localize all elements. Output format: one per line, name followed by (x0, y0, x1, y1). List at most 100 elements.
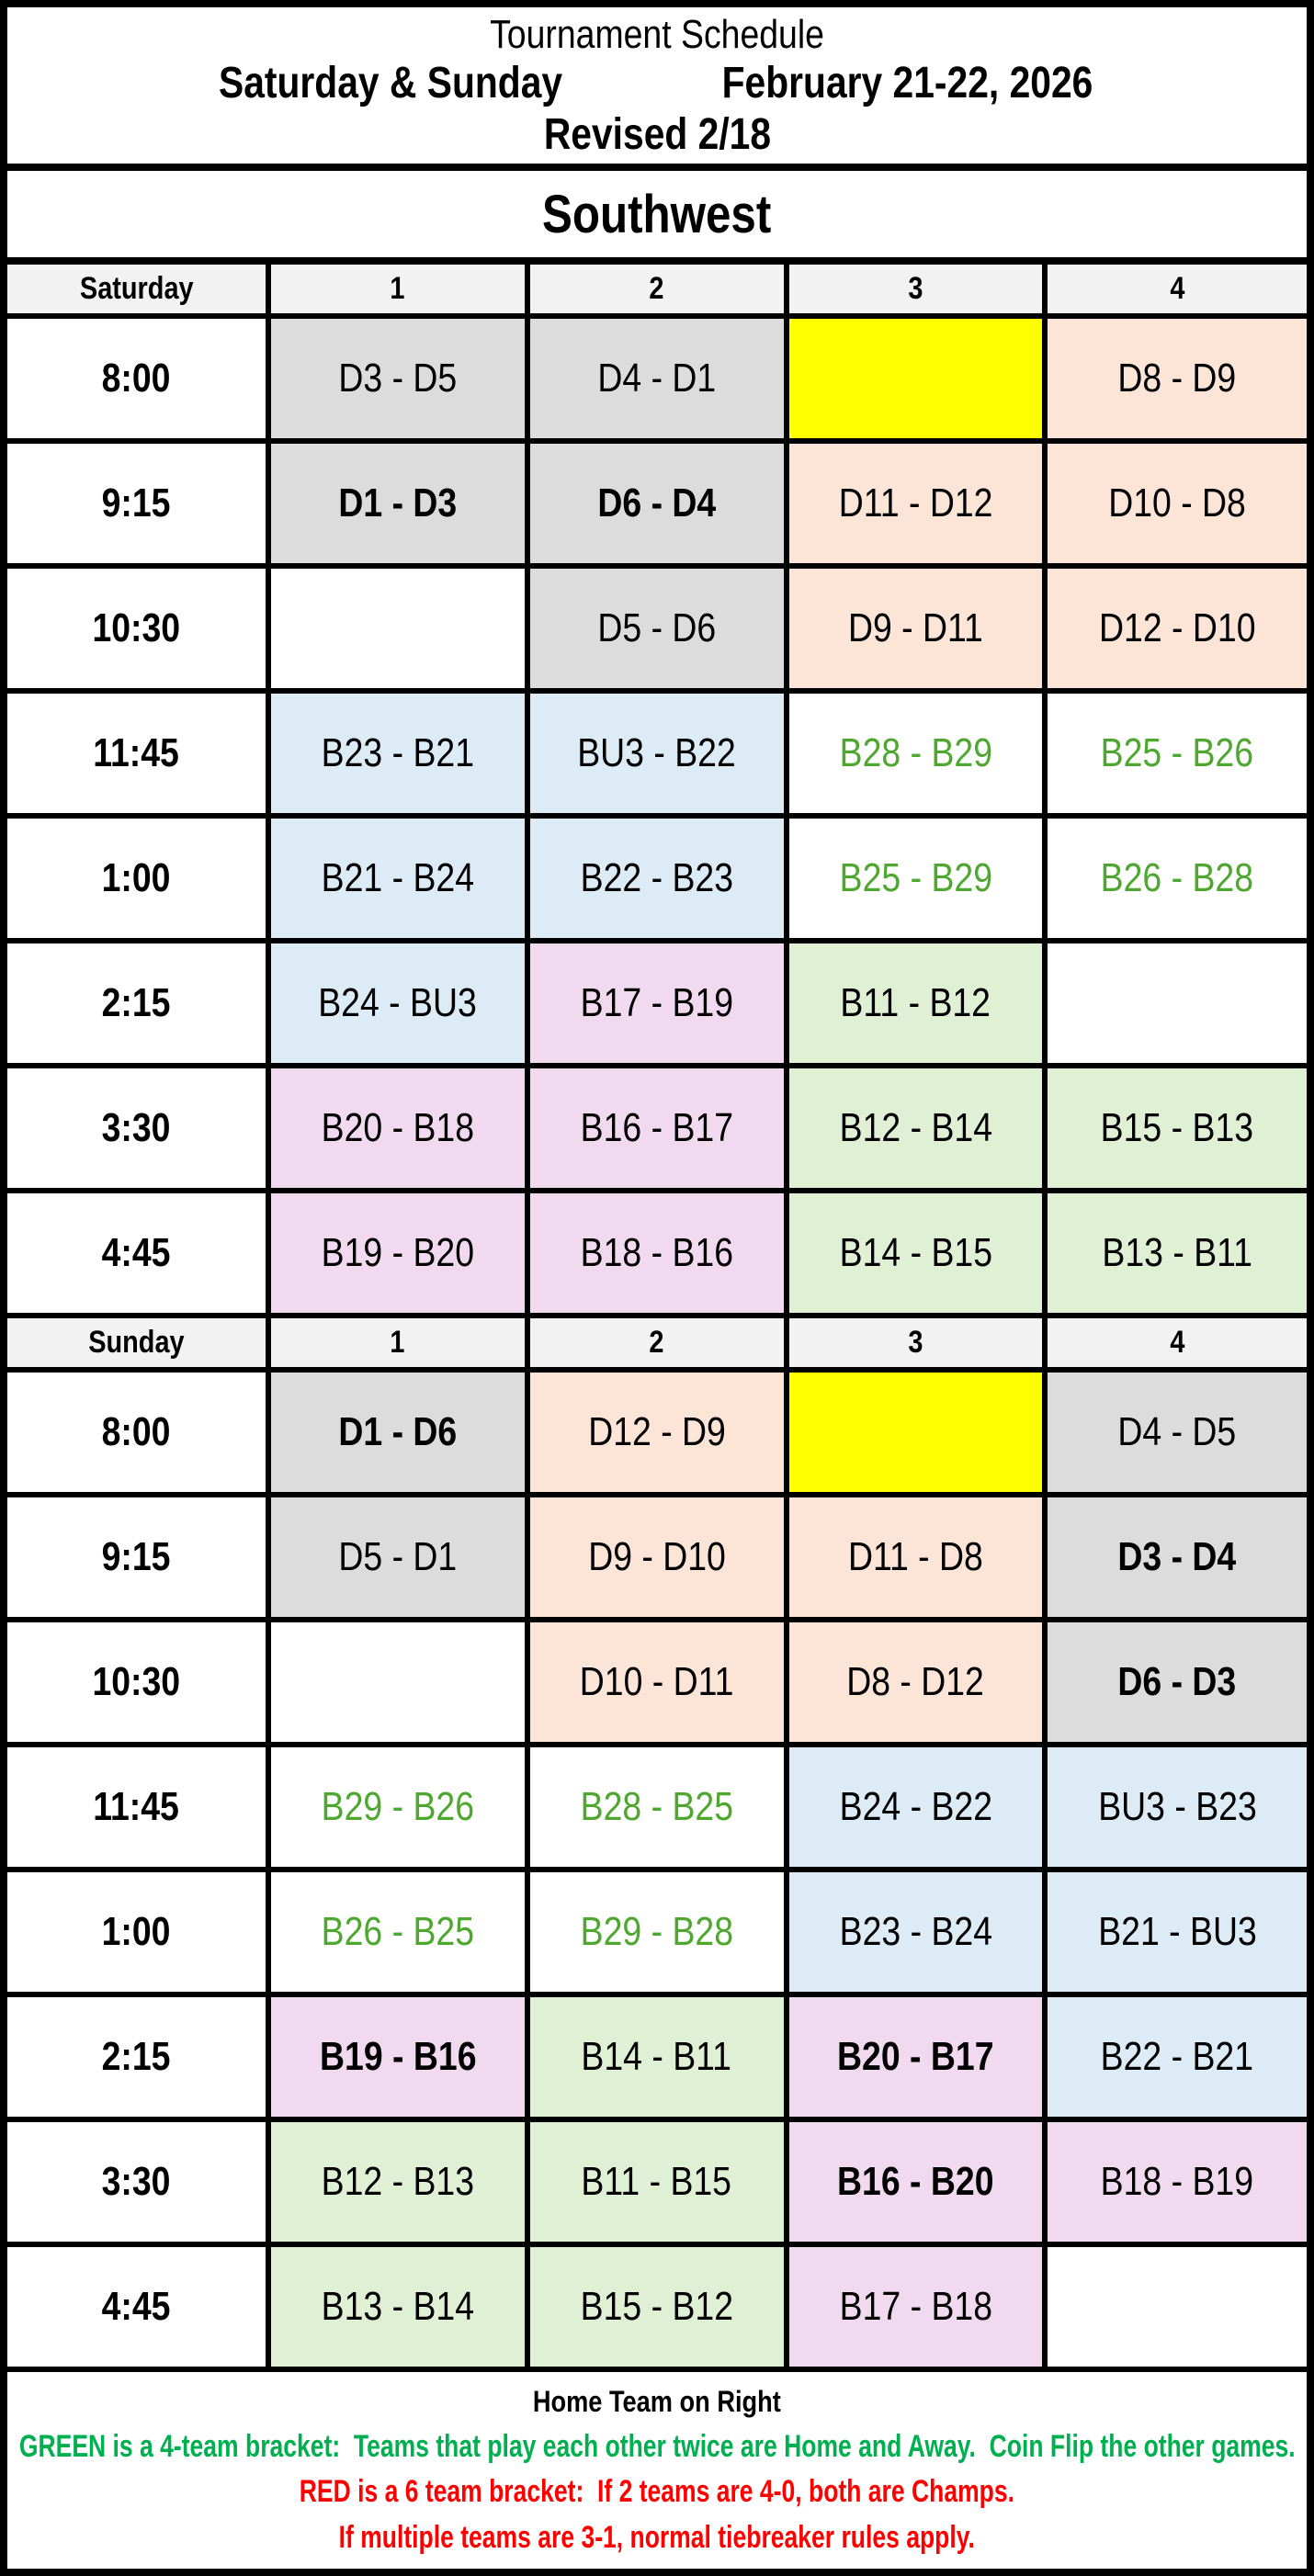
time-label-label: 2:15 (102, 980, 171, 1025)
schedule-row: 11:45 B23 - B21 BU3 - B22 B28 - B29 B25 - B2… (7, 694, 1307, 819)
schedule-cell-label: B29 - B28 (580, 1909, 733, 1954)
schedule-row: 9:15 D1 - D3 D6 - D4 D11 - D12 D10 - D8 (7, 444, 1307, 569)
schedule-cell-label: D11 - D12 (838, 480, 993, 525)
court-number: 3 (789, 265, 1048, 313)
schedule-cell (271, 569, 530, 688)
schedule-cell: D5 - D6 (529, 569, 789, 688)
schedule-cell: D1 - D6 (271, 1373, 530, 1492)
schedule-cell: B12 - B14 (788, 1068, 1048, 1188)
schedule-cell-label: B24 - B22 (839, 1784, 992, 1829)
schedule-cell: B13 - B14 (271, 2247, 530, 2367)
schedule-row: 11:45 B29 - B26 B28 - B25 B24 - B22 BU3 - B2… (7, 1747, 1307, 1872)
court-number: 1 (271, 265, 530, 313)
footer-note-red-2: If multiple teams are 3-1, normal tiebre… (338, 2519, 976, 2555)
time-label-label: 8:00 (102, 356, 171, 401)
day-header-label: Sunday (88, 1325, 185, 1360)
schedule-cell: D6 - D3 (1048, 1622, 1307, 1742)
schedule-cell-label: D12 - D9 (587, 1409, 726, 1454)
day-header-label: Saturday (79, 271, 194, 306)
schedule-row: 1:00 B26 - B25 B29 - B28 B23 - B24 B21 - BU3 (7, 1872, 1307, 1997)
schedule-cell-label: B16 - B20 (837, 2159, 994, 2204)
time-label-label: 3:30 (102, 2159, 171, 2204)
time-label-label: 1:00 (102, 855, 171, 900)
schedule-row: 10:30 D5 - D6 D9 - D11 D12 - D10 (7, 569, 1307, 694)
schedule-cell-label: B19 - B20 (321, 1230, 475, 1275)
schedule-cell-label: D5 - D6 (597, 605, 717, 650)
schedule-row: 2:15 B19 - B16 B14 - B11 B20 - B17 B22 - B21 (7, 1997, 1307, 2122)
schedule-cell: D8 - D9 (1048, 319, 1307, 438)
schedule-cell-label: B22 - B21 (1100, 2034, 1254, 2079)
schedule-cell: B23 - B24 (788, 1872, 1048, 1992)
schedule-cell-label: B20 - B18 (321, 1105, 475, 1150)
schedule-cell-label: D5 - D1 (338, 1534, 458, 1579)
schedule-cell: D5 - D1 (271, 1497, 530, 1617)
schedule-cell-label: B18 - B16 (580, 1230, 733, 1275)
time-label-label: 8:00 (102, 1409, 171, 1454)
schedule-cell-label: BU3 - B23 (1097, 1784, 1257, 1829)
schedule-cell: B12 - B13 (271, 2122, 530, 2242)
schedule-cell: D8 - D12 (788, 1622, 1048, 1742)
schedule-cell: D10 - D11 (529, 1622, 789, 1742)
court-number: 2 (530, 1318, 789, 1367)
schedule-cell-label: B22 - B23 (580, 855, 733, 900)
time-label: 2:15 (7, 1997, 271, 2117)
time-label-label: 9:15 (102, 480, 171, 525)
time-label-label: 1:00 (102, 1909, 171, 1954)
schedule-cell-label: B17 - B18 (839, 2284, 992, 2329)
footer-note-red-1: RED is a 6 team bracket: If 2 teams are … (299, 2474, 1015, 2510)
schedule-row: 4:45 B19 - B20 B18 - B16 B14 - B15 B13 - B11 (7, 1193, 1307, 1318)
time-label: 9:15 (7, 1497, 271, 1617)
schedule-cell-label: B28 - B25 (580, 1784, 733, 1829)
schedule-cell-label: B16 - B17 (580, 1105, 733, 1150)
schedule-cell-label: B12 - B14 (839, 1105, 992, 1150)
court-number: 4 (1048, 1318, 1307, 1367)
time-label: 11:45 (7, 694, 271, 813)
schedule-cell-label: D10 - D11 (579, 1659, 734, 1704)
time-label-label: 10:30 (92, 605, 181, 650)
schedule-cell: D9 - D11 (788, 569, 1048, 688)
schedule-cell: B25 - B29 (788, 819, 1048, 938)
schedule-cell (788, 1373, 1048, 1492)
schedule-cell-label: D11 - D8 (847, 1534, 983, 1579)
schedule-cell-label: D12 - D10 (1098, 605, 1256, 650)
time-label-label: 11:45 (93, 730, 180, 775)
schedule-cell-label: B19 - B16 (319, 2034, 477, 2079)
schedule-cell: B28 - B25 (529, 1747, 789, 1867)
schedule-cell-label: B26 - B28 (1100, 855, 1254, 900)
schedule-cell: B29 - B26 (271, 1747, 530, 1867)
schedule-cell-label: B26 - B25 (321, 1909, 475, 1954)
schedule-cell: B18 - B16 (529, 1193, 789, 1313)
schedule-row: 1:00 B21 - B24 B22 - B23 B25 - B29 B26 - B28 (7, 819, 1307, 943)
schedule-row: 2:15 B24 - BU3 B17 - B19 B11 - B12 (7, 943, 1307, 1068)
court-number: 2 (530, 265, 789, 313)
schedule-cell (1048, 2247, 1307, 2367)
schedule-cell: D11 - D8 (788, 1497, 1048, 1617)
day-header: Saturday (7, 265, 271, 313)
schedule-row: 3:30 B12 - B13 B11 - B15 B16 - B20 B18 - B19 (7, 2122, 1307, 2247)
schedule-cell: BU3 - B22 (529, 694, 789, 813)
schedule-cell: B15 - B12 (529, 2247, 789, 2367)
schedule-cell-label: B13 - B14 (321, 2284, 475, 2329)
date-line: Saturday & Sunday February 21-22, 2026 (188, 58, 1125, 108)
footer-note-green: GREEN is a 4-team bracket: Teams that pl… (18, 2428, 1296, 2464)
schedule-cell: B20 - B17 (788, 1997, 1048, 2117)
schedule-cell (271, 1622, 530, 1742)
schedule-cell-label: B11 - B15 (581, 2159, 732, 2204)
schedule-cell: B14 - B11 (529, 1997, 789, 2117)
schedule-cell: B13 - B11 (1048, 1193, 1307, 1313)
schedule-row: 3:30 B20 - B18 B16 - B17 B12 - B14 B15 - B13 (7, 1068, 1307, 1193)
time-label-label: 3:30 (102, 1105, 171, 1150)
schedule-cell-label: B23 - B24 (839, 1909, 992, 1954)
schedule-cell: D3 - D5 (271, 319, 530, 438)
schedule-cell: D3 - D4 (1048, 1497, 1307, 1617)
days-label: Saturday & Sunday (219, 59, 563, 107)
schedule-cell-label: B14 - B11 (581, 2034, 732, 2079)
day-header-row: Saturday 1 2 3 4 (7, 265, 1307, 319)
schedule-cell: B11 - B15 (529, 2122, 789, 2242)
schedule-row: 10:30 D10 - D11 D8 - D12 D6 - D3 (7, 1622, 1307, 1747)
schedule-cell: B29 - B28 (529, 1872, 789, 1992)
schedule-cell-label: D4 - D5 (1117, 1409, 1237, 1454)
saturday-schedule: Saturday 1 2 3 4 8:00 D3 - D5 D4 - D1 D8 - D9 9:1… (7, 265, 1307, 1318)
schedule-cell: B19 - B16 (271, 1997, 530, 2117)
